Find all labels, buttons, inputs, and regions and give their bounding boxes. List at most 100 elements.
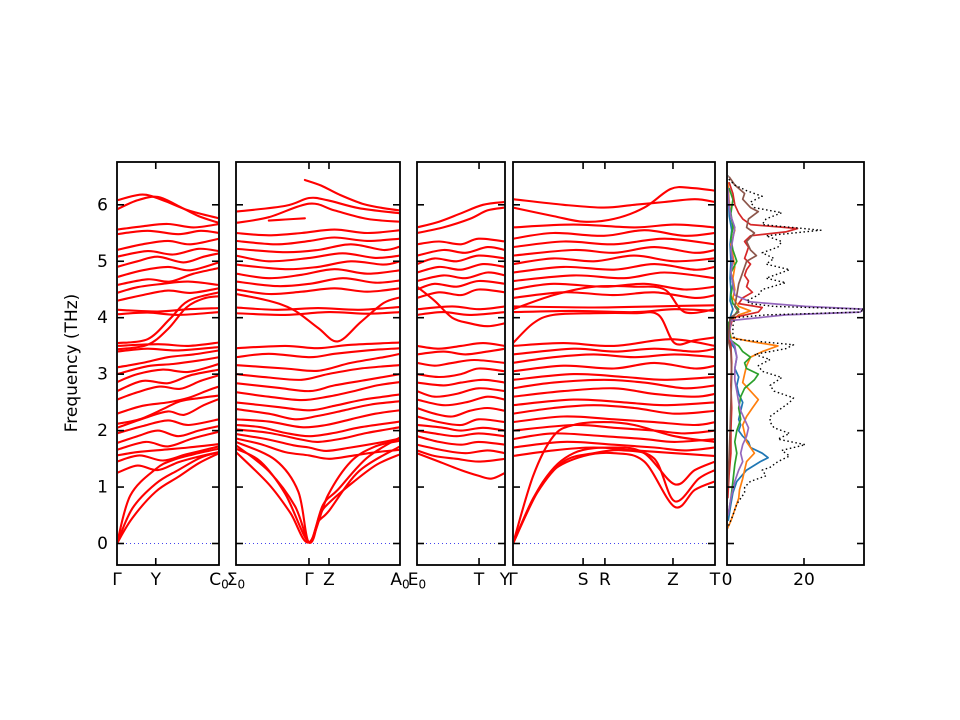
phonon-band-curve xyxy=(514,347,714,356)
phonon-band-curve xyxy=(237,341,399,350)
phonon-band-curve xyxy=(514,304,714,309)
phonon-band-curve xyxy=(514,229,714,240)
phonon-band-curve xyxy=(514,263,714,274)
x-tick-label: T xyxy=(709,570,721,590)
phonon-band-curve xyxy=(237,352,399,373)
phonon-band-curve xyxy=(514,338,714,348)
phonon-band-curve xyxy=(514,284,714,315)
y-tick-label: 3 xyxy=(97,365,108,385)
phonon-band-curve xyxy=(118,445,218,463)
y-tick-label: 1 xyxy=(97,478,108,498)
phonon-band-curve xyxy=(118,229,218,236)
y-tick-label: 2 xyxy=(97,421,108,441)
phonon-band-curve xyxy=(237,437,399,460)
phonon-band-curve xyxy=(514,311,714,346)
x-tick-label: Y xyxy=(150,570,162,590)
phonon-band-curve xyxy=(237,202,399,224)
phonon-band-curve xyxy=(514,449,714,544)
phonon-band-curve xyxy=(118,280,218,294)
phonon-band-curve xyxy=(514,387,714,398)
phonon-band-curve xyxy=(237,409,399,429)
y-tick-label: 0 xyxy=(97,534,108,554)
phonon-band-curve xyxy=(118,368,218,392)
projected-dos-orange xyxy=(728,182,779,530)
x-tick-label: Z xyxy=(323,570,335,590)
x-tick-label: S xyxy=(578,570,589,590)
phonon-band-curve xyxy=(418,395,504,407)
phonon-band-curve xyxy=(418,347,504,356)
panel-frame xyxy=(116,161,220,566)
phonon-band-curve xyxy=(514,423,714,435)
phonon-band-curve xyxy=(237,228,399,237)
band-panel-sigma0-gamma-z-a0: Σ0 Γ Z A0 xyxy=(227,161,410,592)
phonon-band-curve xyxy=(118,374,218,401)
phonon-band-curve xyxy=(237,400,399,421)
phonon-band-curve xyxy=(418,254,504,265)
phonon-band-curve xyxy=(514,308,714,314)
phonon-band-curve xyxy=(514,361,714,373)
panel-frame xyxy=(726,161,865,566)
x-tick-label: Γ xyxy=(112,570,122,590)
x-tick-label: Z xyxy=(667,570,679,590)
phonon-band-curve xyxy=(237,364,399,381)
phonon-band-curve xyxy=(118,237,218,251)
phonon-band-curve xyxy=(418,206,504,234)
phonon-band-curve xyxy=(118,267,218,286)
phonon-band-curve xyxy=(418,201,504,229)
phonon-band-curve xyxy=(237,439,399,544)
projected-dos-red xyxy=(728,181,799,499)
phonon-band-curve xyxy=(118,363,218,383)
curves-group xyxy=(514,186,714,544)
curves-group xyxy=(118,193,218,544)
x-tick-label: T xyxy=(473,570,485,590)
curves-group xyxy=(237,178,399,544)
phonon-band-curve xyxy=(237,433,399,452)
phonon-band-curve xyxy=(418,286,504,328)
phonon-band-curve xyxy=(237,252,399,263)
dos-panel: 0 20 xyxy=(722,161,865,590)
phonon-band-curve xyxy=(418,367,504,379)
phonon-band-curve xyxy=(514,246,714,257)
phonon-band-curve xyxy=(118,451,218,544)
projected-dos-green xyxy=(728,187,760,516)
phonon-band-curve xyxy=(514,254,714,265)
phonon-band-curve xyxy=(237,420,399,438)
phonon-band-curve xyxy=(118,252,218,268)
y-tick-label: 6 xyxy=(97,195,108,215)
phonon-band-curve xyxy=(118,261,218,278)
phonon-band-curve xyxy=(118,447,218,544)
phonon-band-curve xyxy=(118,291,218,345)
phonon-band-curve xyxy=(418,358,504,367)
phonon-band-curve xyxy=(237,311,399,316)
phonon-band-curve xyxy=(118,356,218,375)
phonon-band-curve xyxy=(237,293,399,343)
x-tick-label: 20 xyxy=(793,570,815,590)
phonon-band-curve xyxy=(418,342,504,350)
phonon-band-curve xyxy=(237,277,399,288)
panel-frame xyxy=(235,161,401,566)
curves-group xyxy=(418,201,504,480)
phonon-band-curve xyxy=(514,421,714,544)
phonon-band-curve xyxy=(514,446,714,457)
phonon-band-curve xyxy=(118,295,218,351)
phonon-band-curve xyxy=(514,373,714,381)
band-panel-e0-t-y: E0 T Y xyxy=(408,161,511,592)
phonon-band-curve xyxy=(118,247,218,258)
phonon-band-curve xyxy=(118,307,218,313)
phonon-band-curve xyxy=(118,195,218,224)
panel-frame xyxy=(512,161,716,566)
phonon-band-curve xyxy=(418,449,504,463)
phonon-band-curve xyxy=(418,415,504,427)
x-tick-label: A0 xyxy=(390,570,409,592)
x-tick-label: E0 xyxy=(408,570,426,592)
y-axis-label: Frequency (THz) xyxy=(62,294,82,433)
phonon-band-curve xyxy=(237,373,399,393)
phonon-band-curve xyxy=(514,237,714,249)
phonon-band-curve xyxy=(237,287,399,296)
phonon-band-curve xyxy=(514,282,714,291)
phonon-band-curve xyxy=(418,311,504,316)
phonon-band-curve xyxy=(118,443,218,457)
phonon-band-curve xyxy=(267,217,306,222)
